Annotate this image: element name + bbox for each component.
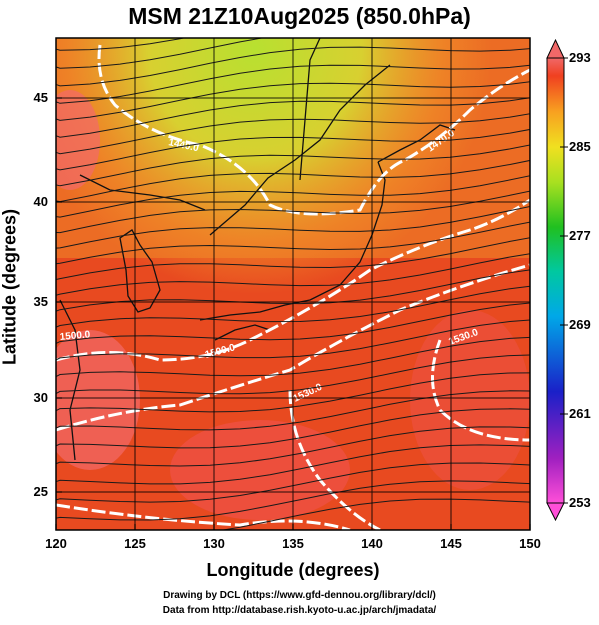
streamline bbox=[56, 426, 530, 467]
streamline bbox=[56, 97, 530, 138]
streamline bbox=[56, 285, 530, 328]
colorbar-min-arrow bbox=[546, 502, 565, 522]
chart-title: MSM 21Z10Aug2025 (850.0hPa) bbox=[128, 3, 471, 29]
x-tick-label: 150 bbox=[519, 536, 541, 551]
streamline bbox=[56, 38, 265, 69]
x-tick-label: 135 bbox=[282, 536, 304, 551]
colorbar bbox=[546, 38, 568, 522]
korea-coast bbox=[119, 229, 161, 313]
x-tick-label: 145 bbox=[440, 536, 462, 551]
wind-streamlines bbox=[56, 38, 530, 530]
x-tick-label: 130 bbox=[203, 536, 225, 551]
streamline bbox=[56, 128, 530, 171]
map-field: 1440.0 1470.0 1500.0 1530.0 1530.0 1500.… bbox=[56, 38, 530, 530]
streamline bbox=[56, 159, 530, 203]
streamline bbox=[56, 206, 530, 249]
streamline bbox=[56, 480, 530, 521]
streamline bbox=[56, 372, 530, 413]
x-axis-label: Longitude (degrees) bbox=[206, 560, 380, 580]
streamline bbox=[220, 498, 530, 530]
streamline bbox=[56, 390, 530, 431]
y-tick-label: 30 bbox=[33, 390, 48, 405]
streamline bbox=[56, 462, 530, 503]
streamline bbox=[56, 336, 530, 378]
streamline bbox=[56, 190, 530, 234]
geopotential-contours bbox=[56, 44, 530, 530]
credit-drawing: Drawing by DCL (https://www.gfd-dennou.o… bbox=[163, 590, 436, 601]
colorbar-tick-label: 277 bbox=[569, 228, 591, 243]
coastlines bbox=[59, 38, 456, 461]
colorbar-tick-label: 269 bbox=[569, 317, 591, 332]
streamline bbox=[56, 319, 530, 361]
colorbar-tick-label: 293 bbox=[569, 50, 591, 65]
streamline bbox=[56, 221, 530, 265]
streamline bbox=[56, 253, 530, 296]
streamline bbox=[56, 38, 187, 51]
streamline bbox=[56, 444, 530, 485]
hokkaido-coast bbox=[377, 124, 456, 163]
streamline bbox=[56, 144, 530, 187]
colorbar-max-arrow bbox=[546, 38, 565, 59]
colorbar-tick-label: 285 bbox=[569, 139, 591, 154]
y-tick-label: 45 bbox=[33, 90, 48, 105]
streamline bbox=[56, 46, 530, 87]
grid-lines bbox=[56, 38, 530, 530]
streamline bbox=[56, 113, 530, 155]
streamline bbox=[56, 81, 530, 121]
axis-ticks bbox=[55, 97, 531, 530]
colorbar-tick-label: 261 bbox=[569, 406, 591, 421]
x-tick-label: 125 bbox=[124, 536, 146, 551]
streamline bbox=[56, 302, 530, 345]
x-tick-label: 140 bbox=[361, 536, 383, 551]
streamline bbox=[56, 64, 530, 104]
streamline bbox=[56, 354, 530, 395]
credit-data: Data from http://database.rish.kyoto-u.a… bbox=[162, 605, 437, 616]
x-tick-label: 120 bbox=[45, 536, 67, 551]
streamline bbox=[56, 175, 530, 218]
y-tick-label: 40 bbox=[33, 194, 48, 209]
streamline bbox=[56, 408, 530, 449]
streamline bbox=[56, 237, 530, 280]
colorbar-tick-label: 253 bbox=[569, 495, 591, 510]
y-tick-label: 35 bbox=[33, 294, 48, 309]
contour-label: 1500.0 bbox=[59, 329, 91, 343]
y-tick-label: 25 bbox=[33, 484, 48, 499]
